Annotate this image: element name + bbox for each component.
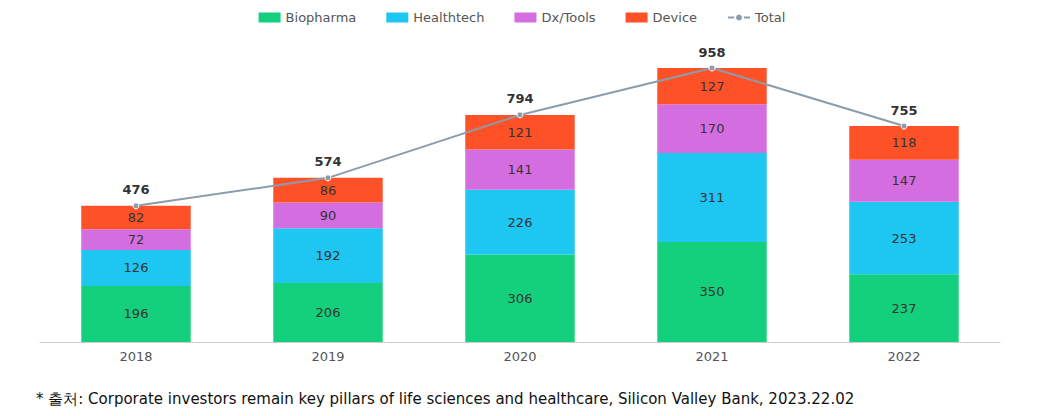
svg-text:306: 306: [508, 291, 533, 306]
svg-text:196: 196: [124, 306, 149, 321]
svg-text:350: 350: [700, 284, 725, 299]
svg-text:72: 72: [128, 232, 145, 247]
svg-text:Healthtech: Healthtech: [413, 10, 484, 25]
svg-text:Device: Device: [653, 10, 697, 25]
svg-text:192: 192: [316, 248, 341, 263]
svg-text:237: 237: [892, 301, 917, 316]
svg-text:476: 476: [122, 182, 149, 197]
svg-text:170: 170: [700, 121, 725, 136]
svg-text:574: 574: [314, 154, 341, 169]
svg-text:794: 794: [506, 91, 533, 106]
svg-text:147: 147: [892, 173, 917, 188]
svg-text:82: 82: [128, 210, 145, 225]
svg-text:755: 755: [890, 103, 917, 118]
svg-text:2018: 2018: [119, 349, 152, 364]
svg-text:2022: 2022: [887, 349, 920, 364]
svg-text:253: 253: [892, 231, 917, 246]
svg-text:Biopharma: Biopharma: [286, 10, 357, 25]
svg-text:2021: 2021: [695, 349, 728, 364]
svg-text:127: 127: [700, 79, 725, 94]
svg-text:141: 141: [508, 162, 533, 177]
svg-text:121: 121: [508, 125, 533, 140]
svg-text:206: 206: [316, 305, 341, 320]
svg-text:118: 118: [892, 135, 917, 150]
svg-text:126: 126: [124, 260, 149, 275]
svg-text:2019: 2019: [311, 349, 344, 364]
svg-text:958: 958: [698, 45, 725, 60]
svg-text:Dx/Tools: Dx/Tools: [541, 10, 595, 25]
svg-text:2020: 2020: [503, 349, 536, 364]
svg-text:86: 86: [320, 183, 337, 198]
svg-text:311: 311: [700, 190, 725, 205]
svg-text:Total: Total: [754, 10, 785, 25]
svg-text:* 출처: Corporate investors rema: * 출처: Corporate investors remain key pil…: [36, 390, 854, 408]
svg-text:226: 226: [508, 215, 533, 230]
svg-text:90: 90: [320, 208, 337, 223]
